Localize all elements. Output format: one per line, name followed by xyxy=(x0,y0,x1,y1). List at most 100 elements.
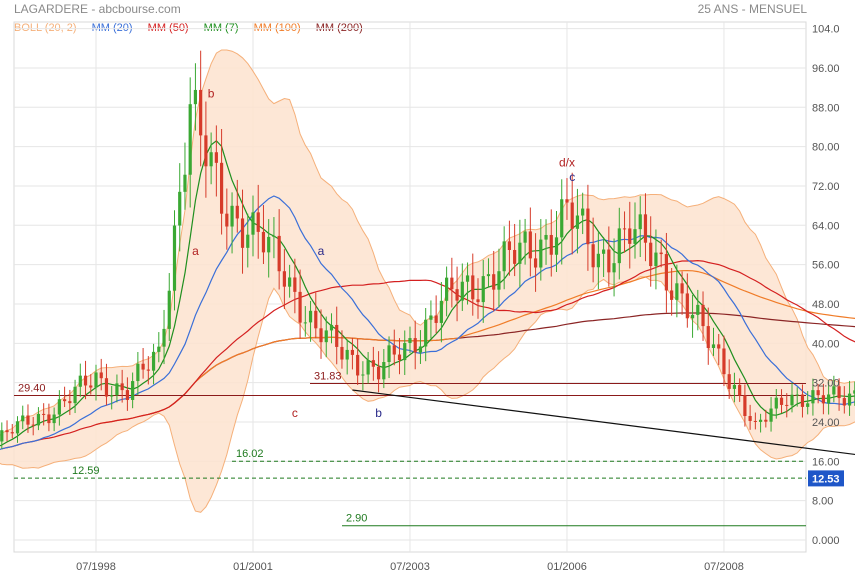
candle-body xyxy=(455,289,459,301)
candle-body xyxy=(853,390,855,394)
level-label: 2.90 xyxy=(346,513,367,525)
candle-body xyxy=(314,310,318,329)
candle-body xyxy=(193,89,198,105)
candle-body xyxy=(392,345,396,355)
candle-body xyxy=(188,104,192,175)
candle-body xyxy=(397,354,402,361)
candle-body xyxy=(821,395,825,404)
candle-body xyxy=(167,290,171,329)
candle-body xyxy=(539,239,543,268)
candle-body xyxy=(261,231,266,253)
candle-body xyxy=(214,152,218,163)
candle-body xyxy=(240,218,245,248)
candle-body xyxy=(586,208,590,245)
y-tick-label: 96.00 xyxy=(812,63,840,75)
candle-body xyxy=(120,383,124,391)
wave-label: a xyxy=(192,244,199,258)
legend-mm7: MM (7) xyxy=(203,22,239,34)
y-tick-label: 80.00 xyxy=(812,142,840,154)
period-label: 25 ANS - MENSUEL xyxy=(697,2,807,16)
candle-body xyxy=(659,252,663,255)
candle-body xyxy=(622,228,627,230)
candle-body xyxy=(732,384,737,389)
candle-body xyxy=(497,271,501,290)
candle-body xyxy=(816,390,820,396)
candle-body xyxy=(256,212,260,232)
x-tick-label: 07/1998 xyxy=(76,561,116,573)
candle-body xyxy=(308,310,313,323)
candle-body xyxy=(83,375,88,386)
candle-body xyxy=(340,346,344,360)
candle-body xyxy=(57,399,61,415)
candle-body xyxy=(94,372,98,388)
candle-body xyxy=(178,191,182,226)
candle-body xyxy=(199,89,203,136)
candle-body xyxy=(471,275,475,300)
x-tick-label: 07/2003 xyxy=(390,561,430,573)
candle-body xyxy=(408,338,412,344)
candle-body xyxy=(15,421,20,434)
x-tick-label: 07/2008 xyxy=(704,561,744,573)
wave-label: b xyxy=(375,406,382,420)
candle-body xyxy=(560,199,564,238)
candle-body xyxy=(99,372,103,379)
candle-body xyxy=(680,283,684,294)
candle-body xyxy=(371,360,375,367)
y-tick-label: 8.00 xyxy=(812,496,833,508)
candle-body xyxy=(131,381,135,400)
candle-body xyxy=(779,397,784,405)
candle-body xyxy=(481,276,485,303)
legend-mm100: MM (100) xyxy=(253,22,301,34)
candle-body xyxy=(345,349,349,360)
x-tick-label: 01/2006 xyxy=(547,561,587,573)
candle-body xyxy=(518,242,522,264)
candle-body xyxy=(581,208,585,216)
candle-body xyxy=(293,277,297,292)
candles xyxy=(0,50,855,449)
candle-body xyxy=(230,205,234,227)
wave-label: a xyxy=(318,244,325,258)
axes: 104.0 96.00 88.00 80.00 72.00 64.00 56.00 48.00… xyxy=(76,24,844,573)
candle-body xyxy=(376,366,381,380)
candle-body xyxy=(513,249,517,264)
candle-body xyxy=(146,369,150,371)
candle-body xyxy=(575,215,580,229)
candle-body xyxy=(533,258,538,268)
level-label: 31.83 xyxy=(314,370,342,382)
candle-body xyxy=(382,362,386,380)
candle-body xyxy=(235,205,239,219)
candle-body xyxy=(602,249,606,254)
candle-body xyxy=(319,328,323,343)
candle-body xyxy=(36,413,41,426)
candle-body xyxy=(554,237,559,255)
candle-body xyxy=(607,249,611,273)
candle-body xyxy=(125,390,129,400)
legend-boll: BOLL (20, 2) xyxy=(14,22,77,34)
trendline-group xyxy=(352,389,855,456)
candle-body xyxy=(31,424,35,426)
candle-body xyxy=(209,152,213,167)
legend-mm20: MM (20) xyxy=(91,22,133,34)
candle-body xyxy=(403,343,407,361)
candle-body xyxy=(68,401,72,404)
candle-body xyxy=(413,338,417,353)
legend-mm50: MM (50) xyxy=(147,22,189,34)
candle-body xyxy=(774,397,778,409)
candle-body xyxy=(847,393,852,406)
candle-body xyxy=(246,234,250,248)
candle-body xyxy=(795,394,799,396)
candle-body xyxy=(277,235,281,272)
candle-body xyxy=(596,253,600,268)
chart-title: LAGARDERE - abcbourse.com xyxy=(14,2,181,16)
candle-body xyxy=(115,383,119,396)
candle-body xyxy=(790,394,794,406)
candle-body xyxy=(52,414,56,424)
candle-body xyxy=(528,231,532,259)
candle-body xyxy=(445,277,449,301)
wave-label: b xyxy=(208,86,215,100)
candle-body xyxy=(162,328,166,347)
candle-body xyxy=(151,351,156,371)
candle-body xyxy=(298,291,302,323)
candle-body xyxy=(837,386,841,399)
